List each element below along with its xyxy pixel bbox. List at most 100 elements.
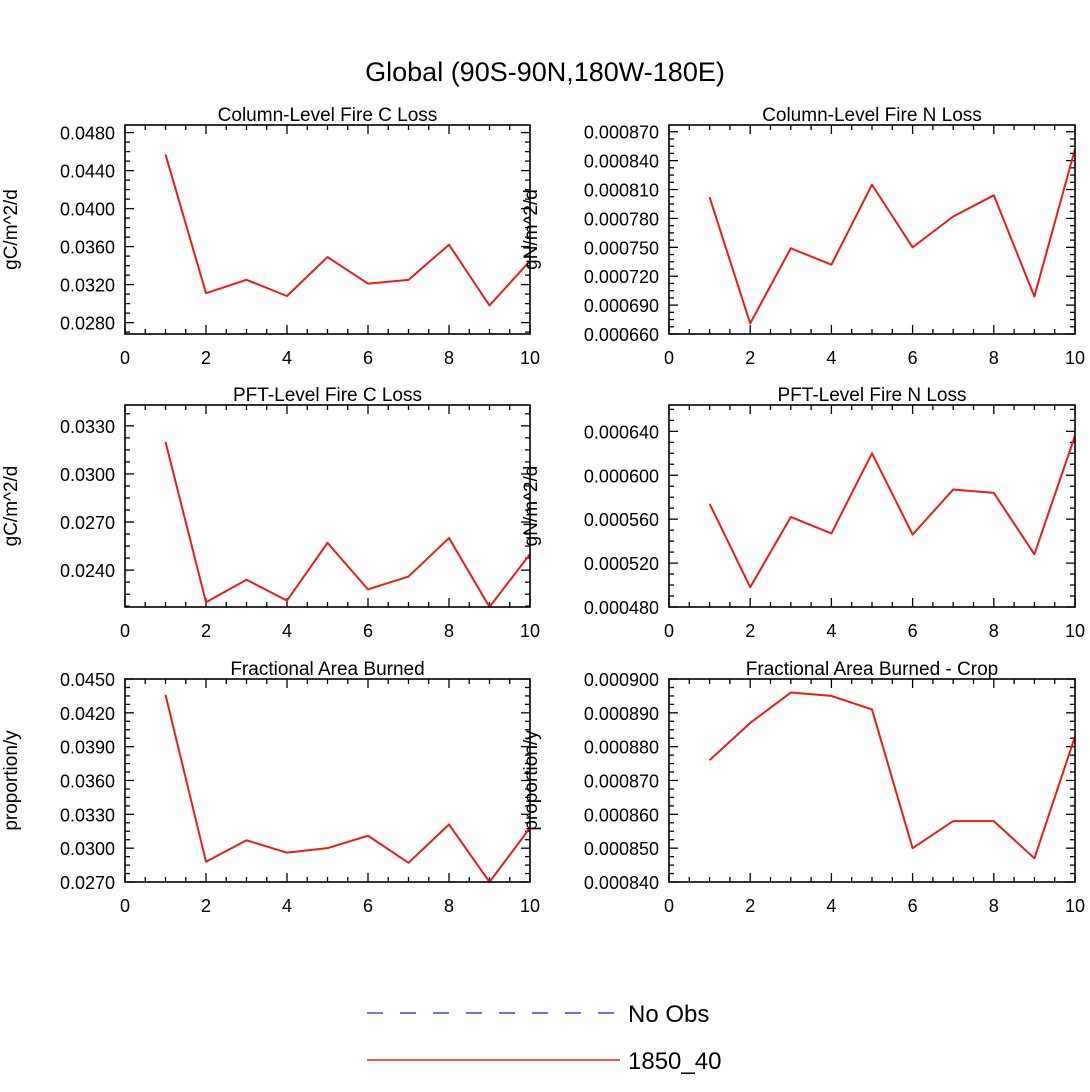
x-tick-label: 0 [664,896,674,916]
figure-title: Global (90S-90N,180W-180E) [365,57,725,87]
y-tick-label: 0.0360 [60,772,115,792]
plot-frame [668,678,1076,883]
plot-frame [124,404,531,608]
panel-2: Column-Level Fire N Loss 0 2 4 6 8 10 0.000660 0… [521,105,1085,368]
x-tick-label: 0 [120,896,130,916]
y-tick-label: 0.000600 [584,466,659,486]
series-line [164,441,530,607]
panel-3: PFT-Level Fire C Loss 0 2 4 6 8 10 0.0240 0.0270… [1,385,540,641]
y-tick-label: 0.000560 [584,510,659,530]
y-tick-label: 0.0300 [60,839,115,859]
y-tick-label: 0.000660 [584,325,659,345]
y-tick-label: 0.0390 [60,738,115,758]
legend: No Obs 1850_40 [367,1001,721,1075]
x-tick-label: 6 [908,621,918,641]
y-tick-label: 0.000690 [584,296,659,316]
x-tick-label: 6 [363,348,373,368]
tick-marks [668,405,1076,608]
y-tick-label: 0.000850 [584,839,659,859]
plot-frame [124,678,531,883]
x-tick-label: 6 [908,896,918,916]
tick-marks [668,125,1076,335]
series-line [708,691,1075,860]
y-tick-label: 0.0270 [60,513,115,533]
tick-marks [124,405,531,607]
x-tick-label: 4 [282,621,292,641]
y-tick-label: 0.000780 [584,209,659,229]
y-tick-label: 0.0440 [60,162,115,182]
y-tick-label: 0.000900 [584,670,659,690]
x-tick-label: 10 [520,348,540,368]
y-axis-label: gC/m^2/d [1,189,22,270]
legend-label-2: 1850_40 [628,1048,721,1075]
y-tick-label: 0.000520 [584,554,659,574]
x-tick-label: 8 [444,621,454,641]
series-line [708,148,1075,325]
x-tick-label: 10 [520,896,540,916]
y-tick-label: 0.000860 [584,805,659,825]
x-tick-label: 0 [664,348,674,368]
x-tick-label: 10 [1065,621,1085,641]
panel-title: Column-Level Fire N Loss [762,105,982,126]
x-tick-label: 2 [745,621,755,641]
plot-frame [124,124,531,335]
y-tick-label: 0.0420 [60,704,115,724]
panel-5: Fractional Area Burned 0 2 4 6 8 10 0.0270 0.030… [1,659,540,916]
x-tick-label: 6 [908,348,918,368]
panel-title: PFT-Level Fire C Loss [233,385,422,406]
y-tick-label: 0.0360 [60,238,115,258]
y-tick-label: 0.000870 [584,123,659,143]
x-tick-label: 4 [282,348,292,368]
x-tick-label: 10 [520,621,540,641]
x-tick-label: 8 [989,896,999,916]
y-tick-label: 0.000840 [584,873,659,893]
x-tick-label: 2 [201,896,211,916]
y-tick-label: 0.000810 [584,181,659,201]
y-tick-label: 0.0400 [60,200,115,220]
y-axis-label: gN/m^2/d [521,466,542,547]
panels-group: Column-Level Fire C Loss 0 2 4 6 8 10 0.0280 0.0… [1,105,1085,916]
x-tick-label: 2 [745,348,755,368]
x-tick-label: 0 [120,621,130,641]
panel-title: Column-Level Fire C Loss [218,105,438,126]
y-tick-label: 0.0270 [60,873,115,893]
x-tick-label: 2 [745,896,755,916]
y-axis-label: proportion/y [1,730,22,831]
y-tick-label: 0.0320 [60,276,115,296]
panel-1: Column-Level Fire C Loss 0 2 4 6 8 10 0.0280 0.0… [1,105,540,368]
y-tick-label: 0.0480 [60,124,115,144]
panel-6: Fractional Area Burned - Crop 0 2 4 6 8 10 0.00… [521,659,1085,916]
x-tick-label: 2 [201,348,211,368]
panel-title: Fractional Area Burned - Crop [746,659,998,680]
x-tick-label: 4 [282,896,292,916]
y-tick-label: 0.0280 [60,314,115,334]
x-tick-label: 8 [989,621,999,641]
y-tick-label: 0.0330 [60,417,115,437]
x-tick-label: 10 [1065,896,1085,916]
x-tick-label: 6 [363,896,373,916]
x-tick-label: 10 [1065,348,1085,368]
series-line [164,154,530,307]
x-tick-label: 2 [201,621,211,641]
y-tick-label: 0.0300 [60,465,115,485]
y-tick-label: 0.0240 [60,561,115,581]
y-axis-label: proportion/y [521,730,542,831]
y-tick-label: 0.000720 [584,267,659,287]
x-tick-label: 0 [664,621,674,641]
panel-title: PFT-Level Fire N Loss [778,385,967,406]
panel-4: PFT-Level Fire N Loss 0 2 4 6 8 10 0.000480 0.00… [521,385,1085,641]
y-axis-label: gN/m^2/d [521,189,542,270]
plot-frame [668,404,1076,608]
x-tick-label: 0 [120,348,130,368]
y-tick-label: 0.000880 [584,738,659,758]
x-tick-label: 4 [826,896,836,916]
y-tick-label: 0.000640 [584,422,659,442]
legend-label-1: No Obs [628,1001,709,1028]
series-line [164,694,530,882]
series-line [708,435,1075,589]
y-tick-label: 0.000750 [584,238,659,258]
x-tick-label: 4 [826,621,836,641]
x-tick-label: 8 [444,896,454,916]
x-tick-label: 8 [444,348,454,368]
